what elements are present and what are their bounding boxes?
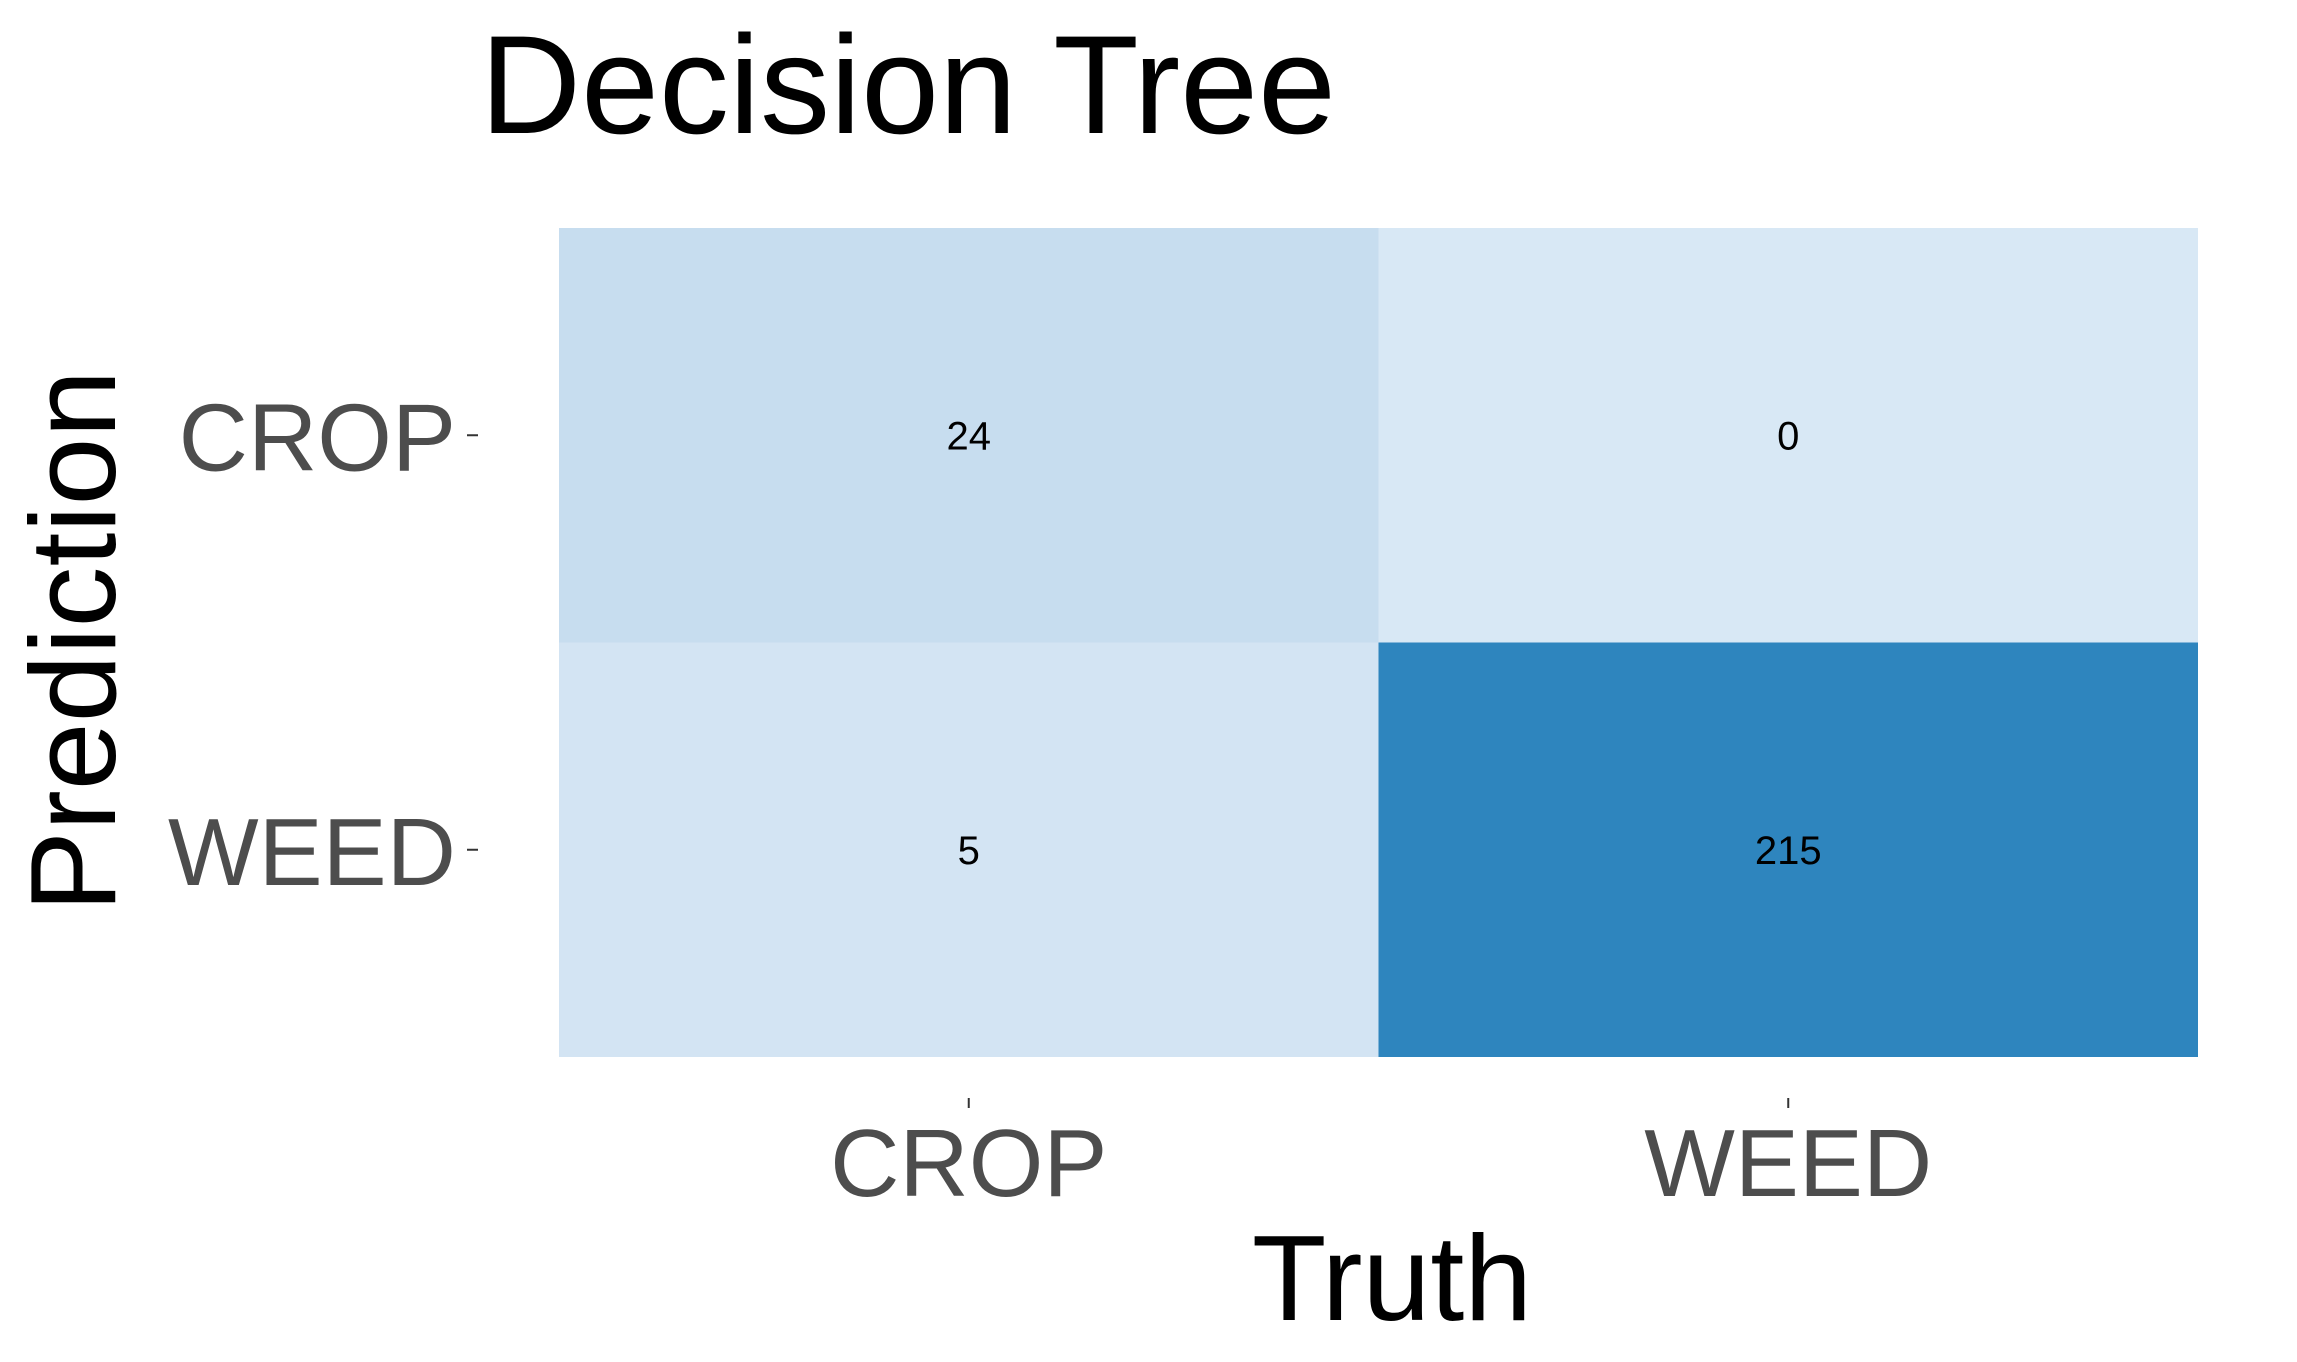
x-axis-ticks: CROP WEED: [830, 1098, 1932, 1217]
y-tick-label-crop: CROP: [179, 384, 456, 491]
chart-title: Decision Tree: [480, 6, 1336, 163]
heatmap-cell-labels: 24 0 5 215: [947, 414, 1822, 873]
cell-value-label: 0: [1777, 414, 1799, 458]
x-tick-label-crop: CROP: [830, 1110, 1107, 1217]
cell-value-label: 215: [1755, 829, 1822, 873]
heatmap-cell-weed-crop: [559, 642, 1379, 1057]
heatmap-cell-crop-weed: [1378, 228, 2198, 643]
heatmap-cell-weed-weed: [1378, 642, 2198, 1057]
y-axis-title: Prediction: [5, 370, 141, 913]
cell-value-label: 24: [947, 414, 992, 458]
cell-value-label: 5: [958, 829, 980, 873]
y-axis-ticks: CROP WEED: [168, 384, 478, 906]
x-axis-title: Truth: [1252, 1210, 1532, 1346]
y-tick-label-weed: WEED: [168, 799, 456, 906]
x-tick-label-weed: WEED: [1644, 1110, 1932, 1217]
heatmap-cells: [559, 228, 2198, 1057]
heatmap-cell-crop-crop: [559, 228, 1379, 643]
